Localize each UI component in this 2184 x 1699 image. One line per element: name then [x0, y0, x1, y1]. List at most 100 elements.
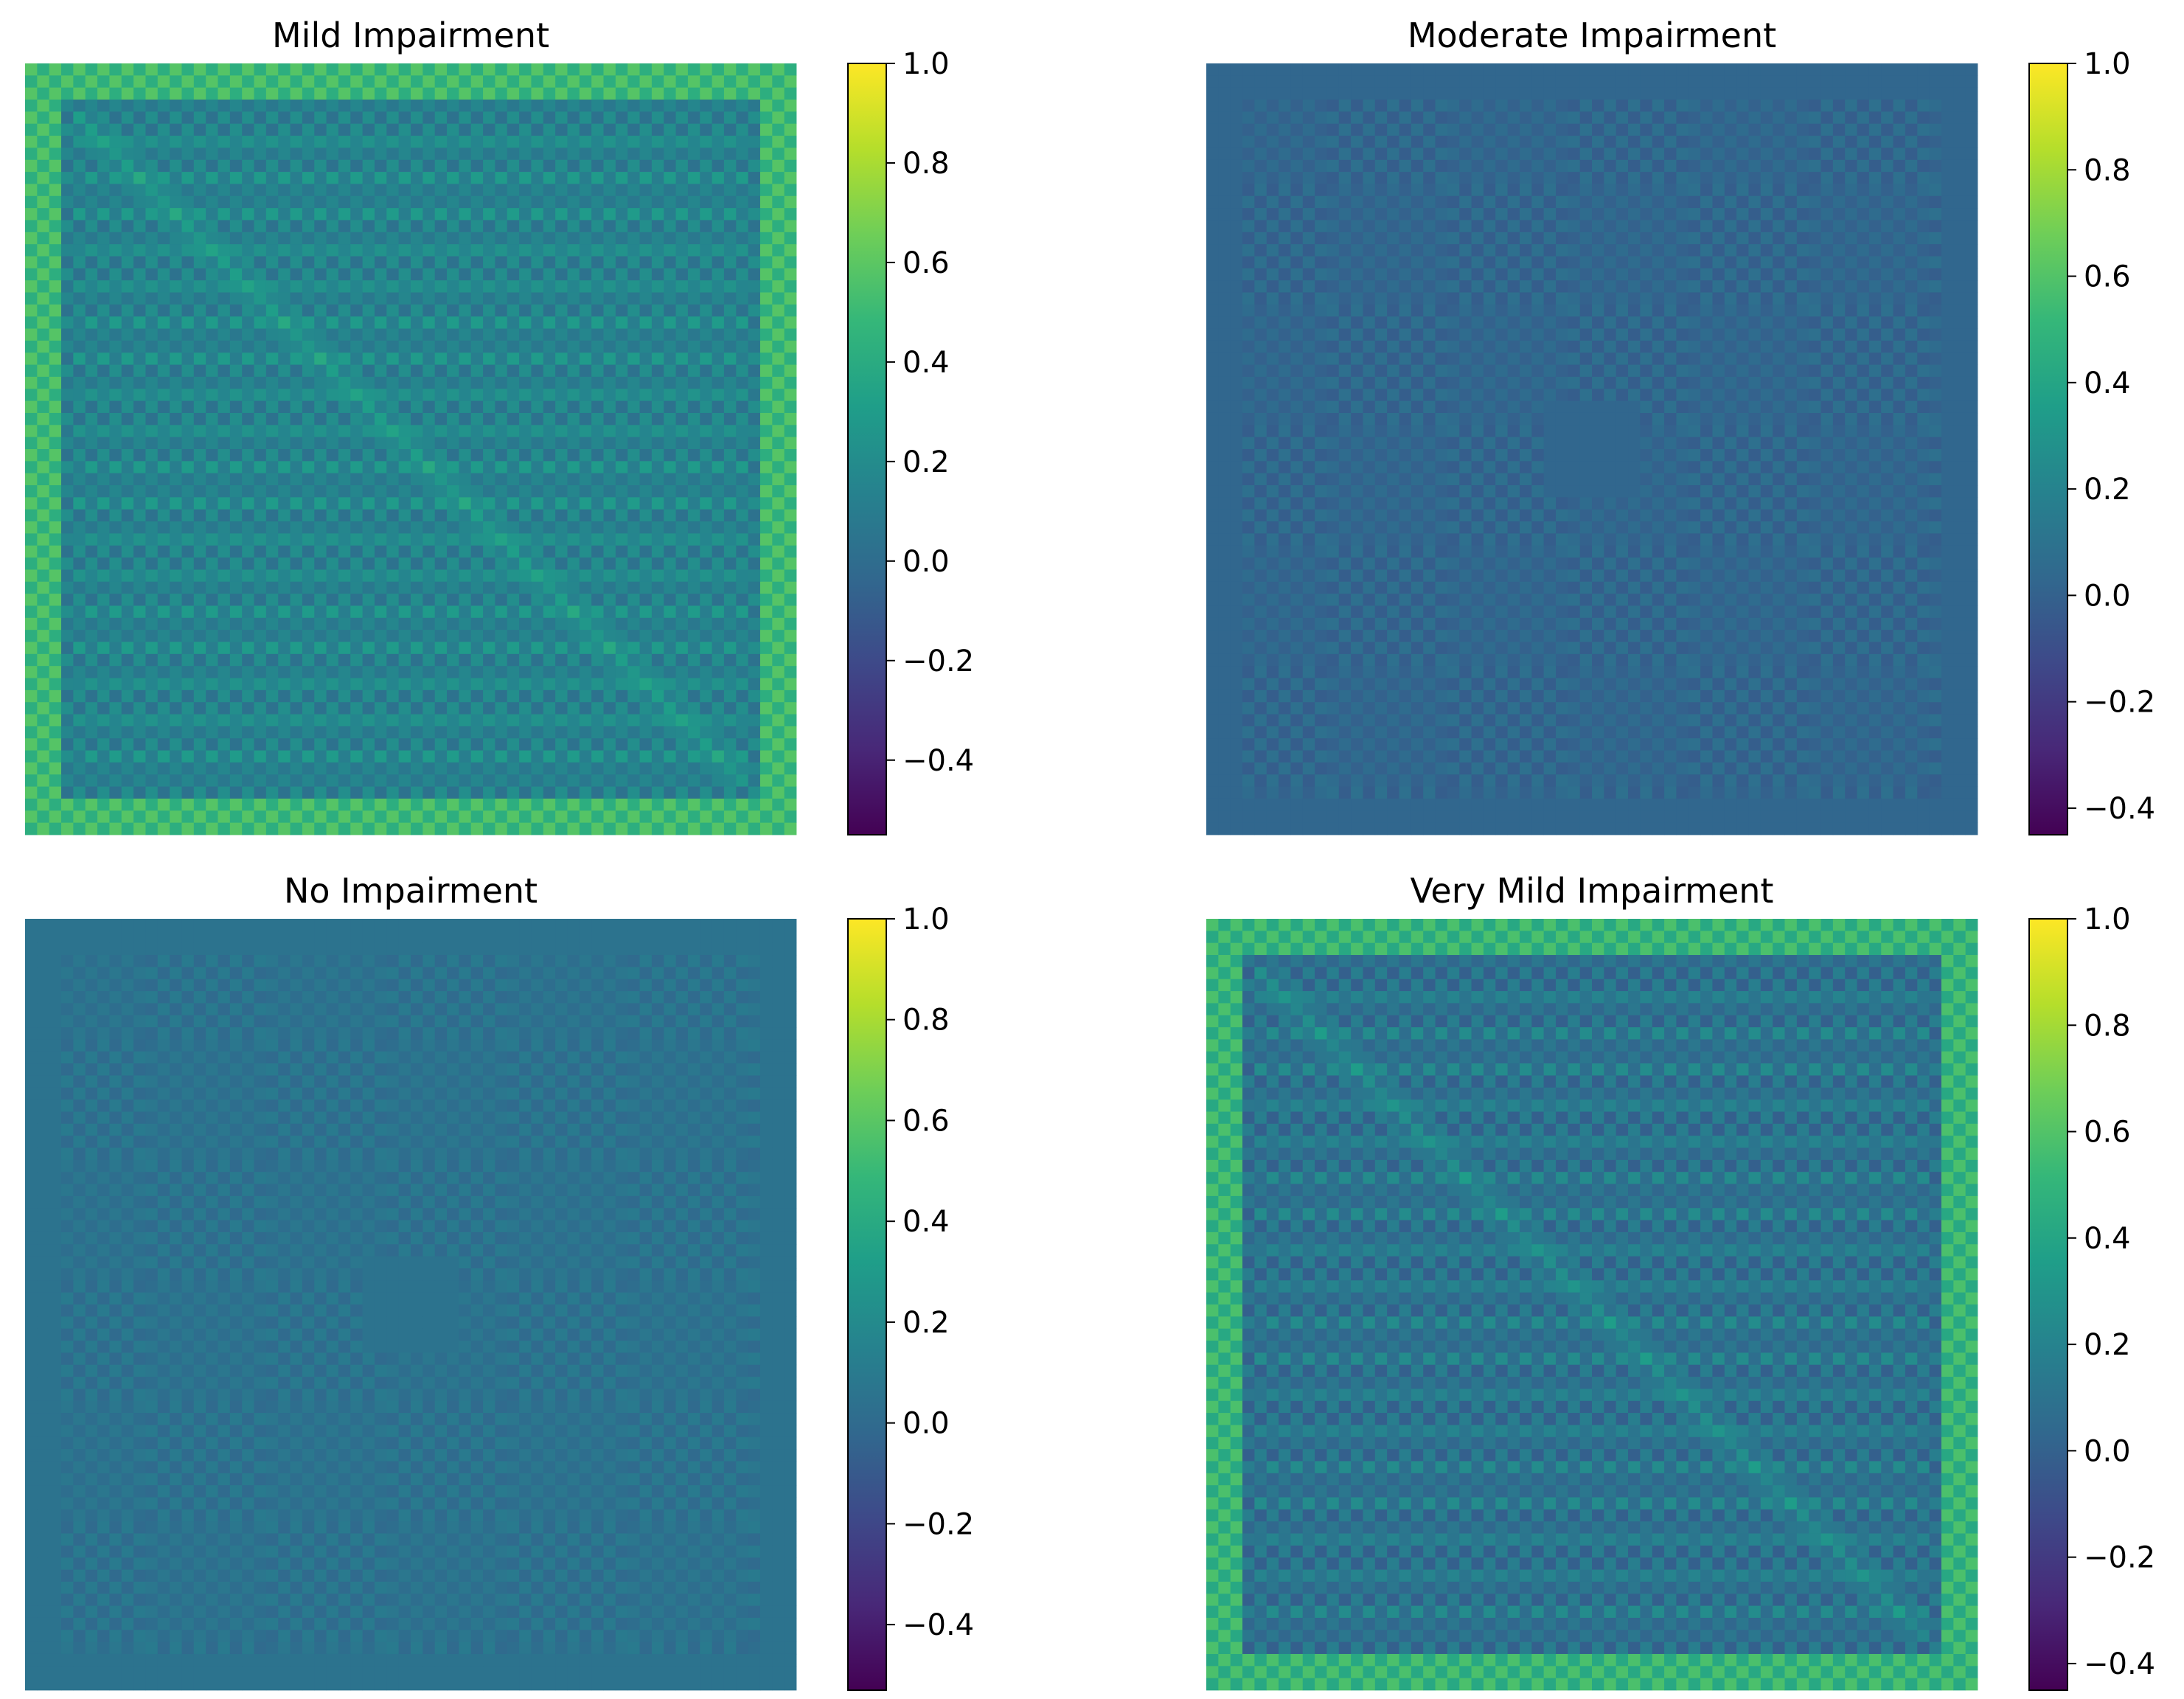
heatmap-cell	[555, 461, 568, 474]
colorbar-tick-label: 0.2	[903, 445, 950, 479]
heatmap-cell	[784, 244, 797, 257]
heatmap-cell	[133, 810, 146, 824]
heatmap-cell	[555, 304, 568, 317]
heatmap-cell	[411, 521, 423, 534]
heatmap-cell	[591, 581, 604, 594]
heatmap-cell	[73, 111, 86, 125]
heatmap-cell	[25, 232, 38, 245]
heatmap-cell	[687, 786, 700, 799]
heatmap-cell	[567, 449, 580, 462]
heatmap-cell	[25, 630, 38, 642]
heatmap-cell	[326, 557, 339, 570]
heatmap-cell	[326, 569, 339, 583]
heatmap-cell	[603, 714, 616, 727]
heatmap-cell	[97, 376, 110, 389]
heatmap-cell	[567, 642, 580, 655]
heatmap-cell	[326, 147, 339, 161]
heatmap-cell	[121, 195, 134, 209]
heatmap-cell	[1652, 75, 1665, 88]
heatmap-cell	[603, 159, 616, 173]
heatmap-cell	[495, 702, 508, 715]
heatmap-cell	[109, 316, 122, 329]
heatmap-cell	[1748, 147, 1762, 161]
heatmap-cell	[338, 617, 351, 630]
heatmap-cell	[519, 774, 532, 788]
heatmap-cell	[664, 509, 676, 522]
heatmap-cell	[700, 136, 712, 148]
heatmap-cell	[411, 136, 423, 148]
heatmap-cell	[1495, 147, 1508, 161]
heatmap-cell	[121, 786, 134, 799]
heatmap-cell	[338, 678, 351, 691]
heatmap-cell	[254, 100, 267, 112]
heatmap-cell	[37, 340, 50, 353]
heatmap-cell	[73, 280, 86, 293]
heatmap-cell	[1917, 159, 1930, 173]
heatmap-cell	[723, 557, 737, 570]
heatmap-cell	[772, 184, 785, 197]
heatmap-cell	[459, 617, 472, 630]
heatmap-cell	[1242, 75, 1255, 88]
heatmap-cell	[374, 798, 387, 811]
heatmap-cell	[37, 184, 50, 197]
heatmap-cell	[121, 376, 134, 389]
heatmap-cell	[350, 100, 364, 112]
heatmap-cell	[109, 521, 122, 534]
heatmap-cell	[109, 594, 122, 606]
heatmap-cell	[422, 702, 436, 715]
heatmap-cell	[603, 147, 616, 161]
heatmap-cell	[495, 810, 508, 824]
heatmap-cell	[314, 316, 327, 329]
heatmap-cell	[1640, 75, 1653, 88]
heatmap-cell	[302, 581, 315, 594]
heatmap-cell	[519, 497, 532, 510]
heatmap-cell	[639, 232, 653, 245]
heatmap-cell	[712, 653, 725, 667]
heatmap-cell	[85, 726, 98, 739]
heatmap-cell	[507, 328, 520, 341]
heatmap-cell	[422, 545, 436, 558]
heatmap-cell	[1712, 195, 1725, 209]
heatmap-cell	[37, 159, 50, 173]
heatmap-cell	[1254, 136, 1267, 148]
heatmap-cell	[326, 678, 339, 691]
heatmap-cell	[326, 762, 339, 775]
heatmap-cell	[1531, 63, 1545, 76]
heatmap-cell	[1664, 159, 1677, 173]
heatmap-cell	[218, 630, 231, 642]
heatmap-cell	[109, 810, 122, 824]
heatmap-cell	[555, 400, 568, 414]
heatmap-cell	[1760, 87, 1773, 100]
heatmap-cell	[73, 123, 86, 136]
heatmap-cell	[374, 63, 387, 76]
heatmap-cell	[543, 594, 556, 606]
heatmap-cell	[314, 689, 327, 703]
heatmap-cell	[181, 497, 195, 510]
heatmap-cell	[459, 581, 472, 594]
heatmap-cell	[712, 316, 725, 329]
heatmap-cell	[651, 280, 664, 293]
heatmap-cell	[411, 666, 423, 678]
heatmap-cell	[145, 750, 159, 763]
heatmap-cell	[736, 473, 749, 486]
heatmap-cell	[651, 425, 664, 438]
heatmap-cell	[736, 268, 749, 281]
heatmap-cell	[61, 569, 74, 583]
heatmap-cell	[265, 256, 279, 269]
heatmap-cell	[265, 750, 279, 763]
heatmap-cell	[1905, 195, 1918, 209]
heatmap-cell	[687, 304, 700, 317]
heatmap-cells	[1206, 63, 1978, 835]
heatmap-cell	[422, 400, 436, 414]
heatmap-cell	[459, 244, 472, 257]
heatmap-cell	[350, 810, 364, 824]
heatmap-cell	[507, 521, 520, 534]
heatmap-cell	[507, 714, 520, 727]
heatmap-cell	[73, 232, 86, 245]
heatmap-cell	[495, 63, 508, 76]
heatmap-cell	[229, 376, 243, 389]
heatmap-cell	[736, 244, 749, 257]
heatmap-cell	[615, 172, 628, 184]
heatmap-cell	[265, 786, 279, 799]
heatmap-cell	[639, 702, 653, 715]
